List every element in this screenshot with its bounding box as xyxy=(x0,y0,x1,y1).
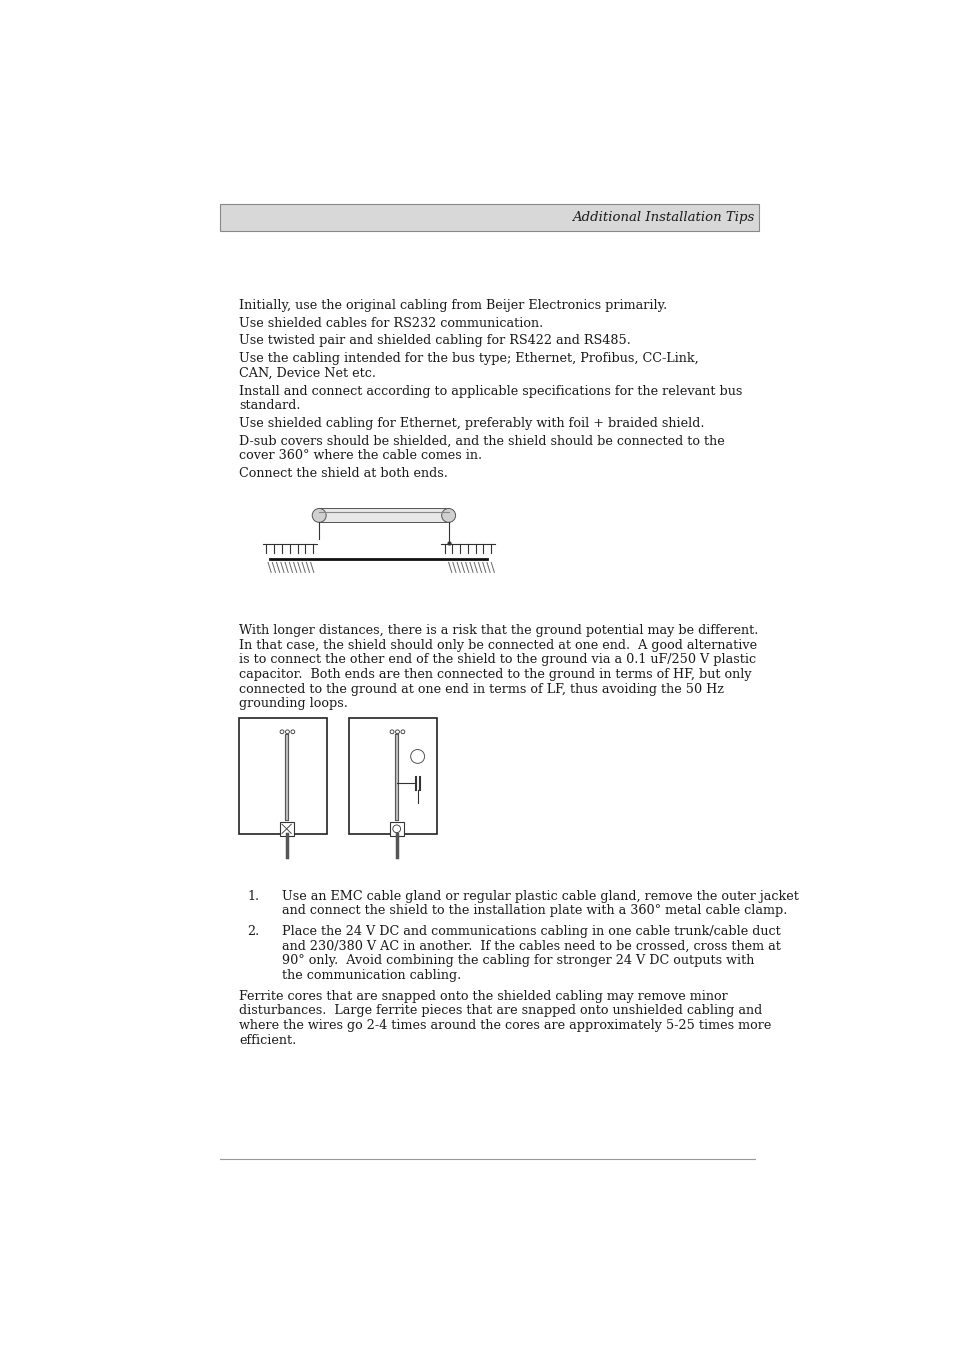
Bar xyxy=(349,718,436,834)
Text: cover 360° where the cable comes in.: cover 360° where the cable comes in. xyxy=(239,450,482,462)
Text: capacitor.  Both ends are then connected to the ground in terms of HF, but only: capacitor. Both ends are then connected … xyxy=(239,668,751,680)
Ellipse shape xyxy=(312,509,326,522)
Text: and connect the shield to the installation plate with a 360° metal cable clamp.: and connect the shield to the installati… xyxy=(282,904,786,917)
Text: the communication cabling.: the communication cabling. xyxy=(282,969,460,981)
Text: Use shielded cabling for Ethernet, preferably with foil + braided shield.: Use shielded cabling for Ethernet, prefe… xyxy=(239,417,704,429)
Text: where the wires go 2-4 times around the cores are approximately 5-25 times more: where the wires go 2-4 times around the … xyxy=(239,1019,771,1031)
Text: Use the cabling intended for the bus type; Ethernet, Profibus, CC-Link,: Use the cabling intended for the bus typ… xyxy=(239,352,699,366)
Text: D-sub covers should be shielded, and the shield should be connected to the: D-sub covers should be shielded, and the… xyxy=(239,435,724,448)
Bar xyxy=(279,822,294,836)
Text: efficient.: efficient. xyxy=(239,1034,296,1046)
Text: Connect the shield at both ends.: Connect the shield at both ends. xyxy=(239,467,448,479)
Text: 1.: 1. xyxy=(247,890,259,903)
Ellipse shape xyxy=(400,730,404,734)
Ellipse shape xyxy=(441,509,456,522)
Text: 90° only.  Avoid combining the cabling for stronger 24 V DC outputs with: 90° only. Avoid combining the cabling fo… xyxy=(282,954,754,968)
Text: Additional Installation Tips: Additional Installation Tips xyxy=(572,212,754,224)
Text: Place the 24 V DC and communications cabling in one cable trunk/cable duct: Place the 24 V DC and communications cab… xyxy=(282,925,780,938)
Ellipse shape xyxy=(410,749,424,763)
Text: Use twisted pair and shielded cabling for RS422 and RS485.: Use twisted pair and shielded cabling fo… xyxy=(239,335,631,347)
Ellipse shape xyxy=(393,825,400,833)
Text: connected to the ground at one end in terms of LF, thus avoiding the 50 Hz: connected to the ground at one end in te… xyxy=(239,683,723,695)
Text: and 230/380 V AC in another.  If the cables need to be crossed, cross them at: and 230/380 V AC in another. If the cabl… xyxy=(282,940,781,953)
Text: Use shielded cables for RS232 communication.: Use shielded cables for RS232 communicat… xyxy=(239,317,543,329)
Text: Install and connect according to applicable specifications for the relevant bus: Install and connect according to applica… xyxy=(239,385,742,397)
Bar xyxy=(220,204,758,231)
Bar xyxy=(390,822,403,836)
Text: In that case, the shield should only be connected at one end.  A good alternativ: In that case, the shield should only be … xyxy=(239,639,757,652)
Text: Initially, use the original cabling from Beijer Electronics primarily.: Initially, use the original cabling from… xyxy=(239,300,667,312)
Text: grounding loops.: grounding loops. xyxy=(239,697,348,710)
Text: Use an EMC cable gland or regular plastic cable gland, remove the outer jacket: Use an EMC cable gland or regular plasti… xyxy=(282,890,798,903)
Text: Ferrite cores that are snapped onto the shielded cabling may remove minor: Ferrite cores that are snapped onto the … xyxy=(239,990,727,1003)
Text: With longer distances, there is a risk that the ground potential may be differen: With longer distances, there is a risk t… xyxy=(239,624,758,637)
Text: disturbances.  Large ferrite pieces that are snapped onto unshielded cabling and: disturbances. Large ferrite pieces that … xyxy=(239,1004,761,1018)
Bar xyxy=(239,718,327,834)
Ellipse shape xyxy=(291,730,294,734)
Text: standard.: standard. xyxy=(239,400,300,412)
Text: is to connect the other end of the shield to the ground via a 0.1 uF/250 V plast: is to connect the other end of the shiel… xyxy=(239,653,756,667)
Ellipse shape xyxy=(280,730,284,734)
Text: CAN, Device Net etc.: CAN, Device Net etc. xyxy=(239,367,376,379)
Ellipse shape xyxy=(395,730,399,734)
Ellipse shape xyxy=(390,730,394,734)
Text: 2.: 2. xyxy=(247,925,259,938)
Ellipse shape xyxy=(285,730,289,734)
Bar xyxy=(319,509,448,522)
